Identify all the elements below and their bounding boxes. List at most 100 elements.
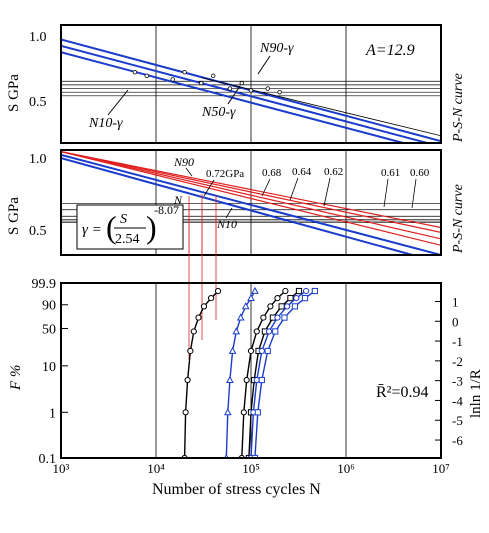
formula-num: S: [120, 212, 127, 227]
mid-label-N90: N90: [173, 155, 194, 169]
top-point-5: [210, 73, 216, 79]
bot-marker-2-2: [243, 376, 250, 384]
top-annotation-N50: N50-γ: [201, 105, 236, 120]
bot-rtick-3: -2: [452, 354, 463, 369]
bot-marker-1-3: [228, 346, 237, 354]
top-ytick-2: 0.5: [29, 95, 47, 110]
mid-label-N: N: [173, 193, 183, 207]
top-leader-n50: [227, 85, 241, 105]
bot-marker-5-5: [281, 314, 288, 321]
bot-rtick-4: -3: [452, 374, 463, 389]
bot-marker-4-8: [302, 287, 310, 295]
top-point-6: [227, 86, 233, 91]
mid-red-line-2: [61, 151, 441, 233]
top-annotation-A: A=12.9: [365, 42, 415, 59]
bot-ytick-4: 1: [49, 406, 56, 421]
bot-ytick-5: 0.1: [39, 452, 57, 467]
bot-marker-5-1: [254, 409, 261, 416]
bottom-series: [181, 286, 318, 458]
top-point-0: [132, 69, 138, 75]
bot-marker-0-1: [182, 409, 189, 416]
bot-marker-4-4: [265, 328, 273, 335]
stress-label-072: 0.72GPa: [206, 168, 244, 180]
top-point-7: [239, 80, 244, 86]
top-ytick-1: 1.0: [29, 30, 47, 45]
bot-xtick-3: 10⁶: [337, 461, 355, 476]
bot-marker-0-5: [195, 314, 202, 321]
bot-marker-1-2: [226, 375, 234, 383]
bot-marker-4-7: [293, 295, 300, 302]
bot-marker-2-5: [260, 314, 267, 321]
mid-ytick-1: 1.0: [29, 152, 47, 167]
bottom-xlabel: Number of stress cycles N: [152, 481, 321, 498]
top-point-9: [265, 86, 270, 91]
mid-red-line-1: [61, 151, 441, 240]
bot-marker-4-2: [253, 376, 260, 384]
bot-marker-0-4: [190, 328, 197, 335]
bot-marker-5-4: [272, 328, 279, 335]
connector-lines: [188, 194, 217, 360]
stress-label-068: 0.68: [262, 167, 282, 179]
bot-curve-0: [183, 290, 219, 458]
mid-red-line-0: [61, 151, 441, 246]
bot-marker-3-7: [287, 295, 294, 302]
top-line-1: [61, 44, 432, 143]
bottom-right-tick-labels: 1 0 -1 -2 -3 -4 -5 -6: [452, 294, 463, 448]
bot-ytick-2: 50: [42, 323, 56, 338]
bot-grid: [61, 282, 441, 459]
bot-rtick-6: -5: [452, 413, 463, 428]
top-line-3: [201, 77, 441, 137]
bot-marker-4-5: [274, 314, 281, 321]
stress-label-061: 0.61: [381, 167, 400, 179]
top-right-label: P-S-N curve: [451, 73, 466, 143]
stress-labels: 0.72GPa 0.68 0.64 0.62 0.61 0.60: [206, 166, 430, 180]
bot-marker-2-6: [267, 303, 274, 310]
bot-xtick-2: 10⁵: [242, 461, 260, 476]
bot-ytick-0: 99.9: [32, 277, 57, 292]
bot-marker-5-7: [301, 295, 309, 302]
top-point-1: [144, 73, 149, 79]
formula-lhs: γ =: [82, 222, 102, 238]
top-point-8: [248, 88, 254, 93]
bottom-right-label: lnln 1/R: [468, 369, 484, 418]
mid-blue-line-0: [61, 153, 441, 255]
bot-frame: [60, 282, 442, 459]
formula-den: 2.54: [115, 232, 140, 247]
mid-blue-line-1: [61, 157, 413, 255]
bottom-ylabel: F %: [8, 365, 24, 391]
top-series: [61, 38, 441, 143]
bot-marker-0-8: [214, 287, 222, 295]
bot-marker-1-1: [223, 408, 232, 416]
bot-ytick-3: 10: [42, 360, 56, 375]
top-leader-n90: [257, 55, 271, 75]
stress-label-064: 0.64: [292, 166, 312, 178]
top-annotation-N90: N90-γ: [259, 41, 294, 56]
top-line-2: [61, 51, 408, 143]
bot-marker-0-2: [184, 376, 191, 384]
bot-marker-1-7: [247, 293, 255, 302]
bot-rtick-7: -6: [452, 433, 463, 448]
top-point-10: [277, 89, 282, 95]
top-ylabel: S GPa: [6, 74, 22, 112]
bot-xtick-1: 10⁴: [147, 461, 165, 476]
bot-marker-1-5: [236, 313, 245, 321]
bot-marker-2-8: [282, 287, 289, 295]
top-point-2: [170, 77, 175, 82]
bot-marker-0-7: [207, 295, 215, 302]
top-point-3: [182, 69, 187, 75]
bot-marker-5-3: [264, 347, 271, 355]
top-annotation-N10: N10-γ: [88, 116, 123, 131]
bot-marker-3-8: [295, 287, 303, 295]
formula-paren-open: (: [106, 209, 117, 245]
bot-marker-1-4: [232, 327, 241, 335]
bot-marker-4-3: [258, 347, 265, 355]
mid-series: [61, 151, 441, 255]
mid-right-label: P-S-N curve: [451, 184, 466, 254]
bottom-ytick-labels: 99.9 90 50 10 1 0.1: [32, 277, 57, 467]
bot-rtick-5: -4: [452, 393, 463, 408]
bot-marker-4-6: [284, 303, 291, 310]
middle-panel: 1.0 0.5 S GPa P-S-N curve N90 N N10 0.72…: [6, 149, 466, 256]
stress-leaders: [185, 167, 417, 219]
